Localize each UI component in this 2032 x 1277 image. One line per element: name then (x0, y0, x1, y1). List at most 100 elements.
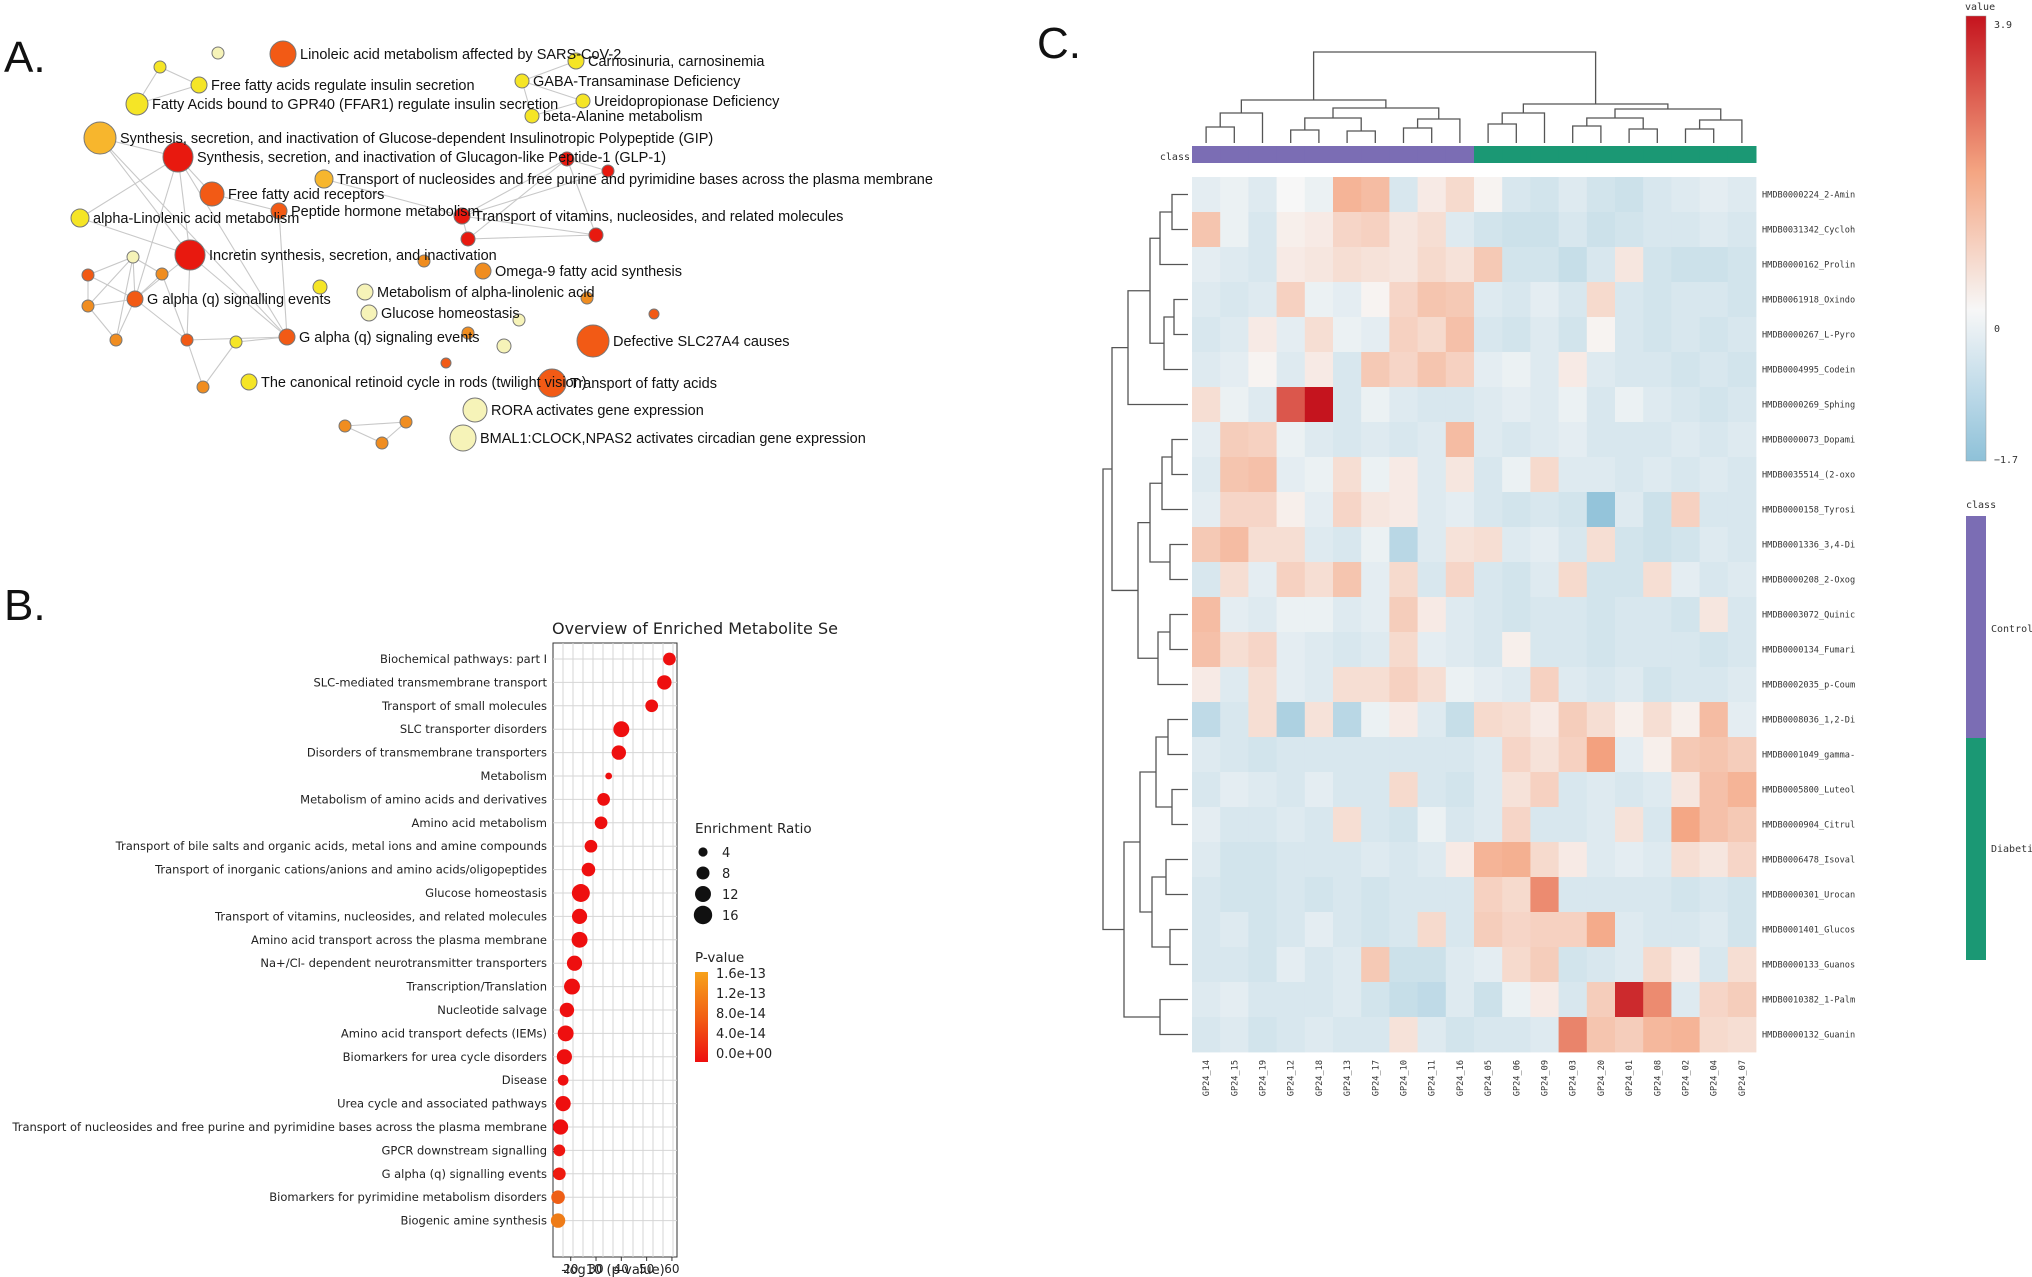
heatmap-cell (1671, 562, 1700, 598)
heatmap-cell (1502, 912, 1531, 948)
dotplot-tick-label: 50 (639, 1262, 654, 1276)
heatmap-cell (1643, 282, 1672, 318)
heatmap-row-label: HMDB0000301_Urocan (1762, 891, 1855, 901)
heatmap-cell (1248, 982, 1277, 1018)
heatmap-cell (1643, 667, 1672, 703)
row-dendrogram-link (1151, 876, 1170, 948)
network-node-label: alpha-Linolenic acid metabolism (93, 211, 299, 227)
heatmap-cell (1276, 457, 1306, 493)
network-node (512, 313, 526, 327)
heatmap-cell (1615, 912, 1644, 948)
heatmap-cell (1530, 982, 1559, 1018)
heatmap-cell (1530, 947, 1559, 983)
heatmap-cell (1502, 667, 1531, 703)
column-dendrogram-link (1684, 128, 1715, 143)
network-node (180, 333, 194, 347)
heatmap-cell (1445, 422, 1475, 458)
row-dendrogram-link (1155, 736, 1172, 808)
class-legend-title: class (1966, 500, 1996, 511)
network-node-label: beta-Alanine metabolism (543, 109, 703, 125)
class-track-cell (1445, 146, 1475, 163)
heatmap-cell (1586, 912, 1616, 948)
heatmap-cell (1474, 422, 1503, 458)
network-node (375, 436, 389, 450)
class-track-cell (1699, 146, 1729, 163)
heatmap-cell (1530, 387, 1559, 423)
heatmap-cell (1530, 457, 1559, 493)
heatmap-cell (1192, 807, 1221, 843)
heatmap-cell (1417, 842, 1447, 878)
dotplot-category: Nucleotide salvage (437, 1003, 547, 1017)
class-legend-diabetic-swatch (1966, 738, 1986, 960)
heatmap-cell (1586, 702, 1616, 738)
heatmap-cell (1304, 737, 1334, 773)
heatmap-cell (1586, 632, 1616, 668)
dotplot-frame (552, 642, 678, 1258)
heatmap-cell (1586, 667, 1616, 703)
heatmap-cell (1276, 1017, 1306, 1053)
heatmap-cell (1304, 352, 1334, 388)
heatmap-cell (1699, 562, 1729, 598)
heatmap-cell (1671, 212, 1700, 248)
heatmap-cell (1417, 492, 1447, 528)
heatmap-cell (1248, 772, 1277, 808)
dotplot-category: Transport of small molecules (381, 699, 547, 713)
heatmap-cell (1389, 737, 1418, 773)
network-edge (278, 210, 288, 338)
heatmap-cell (1361, 912, 1390, 948)
dotplot-point (657, 675, 672, 690)
network-node-label: Incretin synthesis, secretion, and inact… (209, 248, 497, 264)
heatmap-cell (1333, 702, 1362, 738)
network-edge (99, 137, 288, 338)
heatmap-column-label: GP24_04 (1710, 1060, 1720, 1096)
network-node-n2 (190, 76, 208, 94)
dotplot-legends: Enrichment Ratio P-value 4 8 12 16 1.6e-13 1.… (693, 821, 812, 1062)
heatmap-cell (1671, 807, 1700, 843)
network-node (229, 335, 243, 349)
heatmap-cell (1615, 492, 1644, 528)
heatmap-cell (1248, 1017, 1277, 1053)
heatmap-row-label: HMDB0004995_Codein (1762, 366, 1855, 376)
heatmap-cell (1530, 632, 1559, 668)
heatmap-cell (1699, 492, 1729, 528)
row-dendrogram-link (1163, 316, 1188, 371)
network-node (81, 268, 95, 282)
heatmap-cell (1643, 912, 1672, 948)
dotplot-point (581, 862, 596, 877)
heatmap-cell (1417, 247, 1447, 283)
row-dendrogram-link (1159, 998, 1188, 1036)
heatmap-column-label: GP24_11 (1428, 1060, 1438, 1096)
heatmap-cell (1276, 877, 1306, 913)
dotplot-tick-label: 20 (563, 1262, 578, 1276)
heatmap-cell (1333, 457, 1362, 493)
heatmap-cell (1502, 212, 1531, 248)
heatmap-cell (1304, 422, 1334, 458)
heatmap-cell (1615, 247, 1644, 283)
dotplot-point (557, 1025, 574, 1042)
row-dendrogram-link (1137, 521, 1158, 659)
dotplot-point (557, 1074, 569, 1086)
heatmap-cell (1502, 877, 1531, 913)
heatmap-cell (1586, 597, 1616, 633)
heatmap-cell (1333, 352, 1362, 388)
heatmap-cell (1671, 702, 1700, 738)
heatmap-cell (1699, 737, 1729, 773)
heatmap-cell (1558, 527, 1588, 563)
heatmap-cell (1333, 282, 1362, 318)
heatmap-cell (1474, 702, 1503, 738)
heatmap-cell (1530, 562, 1559, 598)
row-dendrogram-link (1171, 788, 1188, 826)
heatmap-cell (1445, 807, 1475, 843)
heatmap-cell (1615, 212, 1644, 248)
heatmap-cell (1502, 492, 1531, 528)
heatmap-cell (1502, 317, 1531, 353)
heatmap-column-label: GP24_12 (1287, 1060, 1297, 1096)
heatmap-cell (1671, 352, 1700, 388)
heatmap-cell (1699, 387, 1729, 423)
heatmap-cell (1276, 422, 1306, 458)
network-node-label: Transport of fatty acids (570, 376, 717, 392)
heatmap-cell (1445, 597, 1475, 633)
heatmap-cell (1699, 632, 1729, 668)
column-dendrogram-link (1312, 51, 1597, 104)
heatmap-cell (1192, 212, 1221, 248)
